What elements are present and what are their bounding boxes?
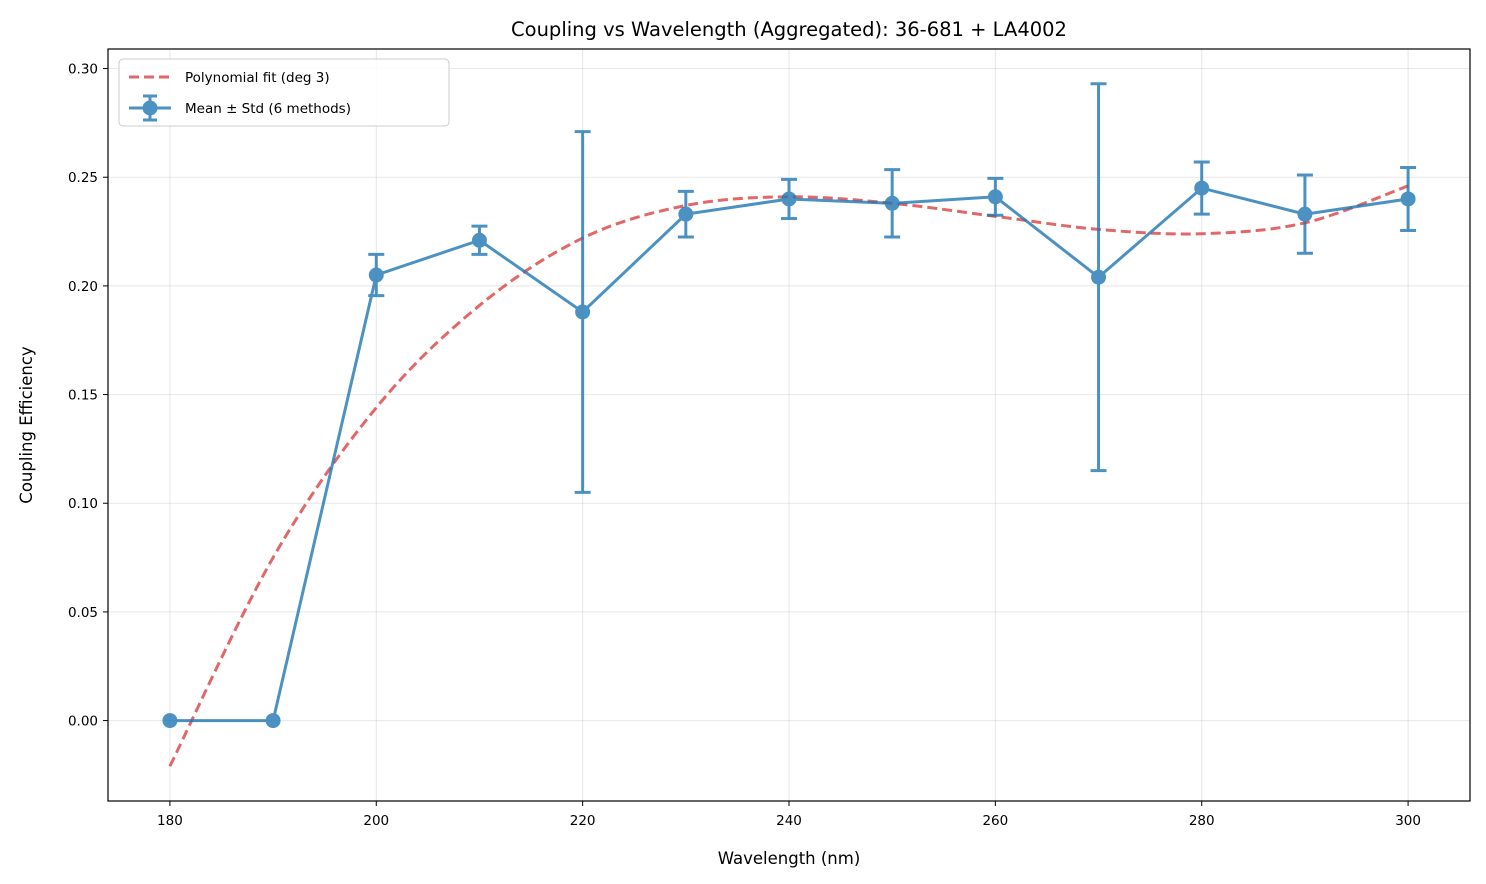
chart-title: Coupling vs Wavelength (Aggregated): 36-… — [511, 18, 1067, 41]
x-tick-label: 240 — [776, 813, 802, 829]
y-tick-label: 0.05 — [68, 605, 98, 621]
legend-fit-label: Polynomial fit (deg 3) — [185, 70, 330, 86]
data-point — [678, 206, 694, 222]
mean-series — [162, 82, 1417, 729]
data-point — [368, 267, 384, 283]
data-point — [987, 189, 1003, 205]
data-point — [884, 195, 900, 211]
x-tick-label: 260 — [982, 813, 1008, 829]
y-tick-label: 0.00 — [68, 714, 98, 730]
x-axis-ticks: 180 200 220 240 260 280 300 — [157, 801, 1421, 829]
y-tick-label: 0.20 — [68, 279, 98, 295]
legend: Polynomial fit (deg 3) Mean ± Std (6 met… — [118, 58, 450, 127]
x-tick-label: 280 — [1189, 813, 1215, 829]
y-axis-ticks: 0.00 0.05 0.10 0.15 0.20 0.25 0.30 — [68, 62, 108, 730]
data-point — [162, 713, 178, 729]
legend-box — [118, 58, 450, 127]
data-point — [471, 232, 487, 248]
data-point — [1091, 269, 1107, 285]
data-point — [1400, 191, 1416, 207]
x-tick-label: 200 — [363, 813, 389, 829]
data-point — [265, 713, 281, 729]
x-tick-label: 180 — [157, 813, 183, 829]
y-tick-label: 0.10 — [68, 496, 98, 512]
fit-curve — [168, 184, 1409, 767]
legend-mean-label: Mean ± Std (6 methods) — [185, 101, 351, 117]
x-axis-label: Wavelength (nm) — [718, 849, 861, 868]
y-tick-label: 0.25 — [68, 170, 98, 186]
y-tick-label: 0.15 — [68, 388, 98, 404]
data-point — [575, 304, 591, 320]
data-point — [1194, 180, 1210, 196]
fit-series — [168, 184, 1409, 767]
y-tick-label: 0.30 — [68, 62, 98, 78]
data-point — [1297, 206, 1313, 222]
data-point — [781, 191, 797, 207]
legend-mean-swatch — [129, 94, 171, 122]
x-tick-label: 220 — [570, 813, 596, 829]
x-tick-label: 300 — [1395, 813, 1421, 829]
y-axis-label: Coupling Efficiency — [17, 346, 36, 504]
